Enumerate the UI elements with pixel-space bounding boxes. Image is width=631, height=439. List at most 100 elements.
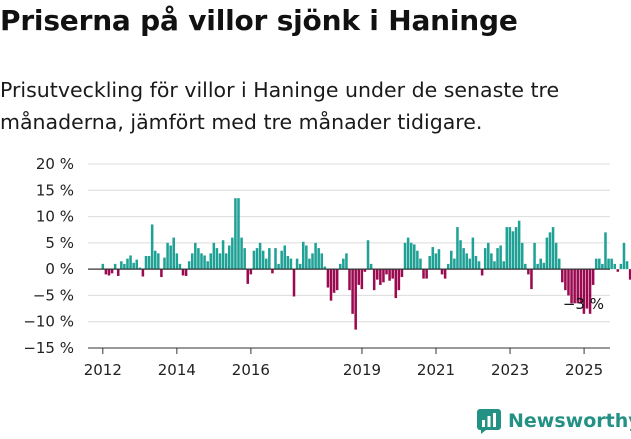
bar-negative: [397, 269, 401, 291]
bar-negative: [628, 269, 631, 280]
bar-positive: [163, 257, 166, 270]
bar-positive: [474, 256, 478, 270]
bar-negative: [579, 269, 583, 304]
bar-positive: [311, 253, 314, 270]
bar-positive: [342, 258, 345, 270]
y-tick-label: 10 %: [36, 208, 74, 226]
bar-positive: [551, 227, 555, 270]
bar-negative: [582, 269, 586, 314]
bar-positive: [153, 250, 157, 270]
bar-negative: [440, 269, 444, 275]
bar-negative: [425, 269, 428, 279]
bar-positive: [277, 263, 280, 270]
bar-negative: [354, 269, 357, 330]
bar-positive: [323, 266, 327, 270]
bar-positive: [234, 198, 237, 270]
bar-positive: [431, 247, 435, 270]
bar-positive: [625, 261, 629, 270]
bar-negative: [357, 269, 361, 285]
bar-positive: [607, 258, 610, 270]
newsworthy-logo-icon: [477, 409, 501, 434]
bar-positive: [243, 248, 246, 270]
bar-negative: [588, 269, 592, 314]
bar-positive: [434, 253, 438, 270]
bar-negative: [530, 269, 533, 290]
bar-positive: [302, 241, 305, 270]
bar-negative: [141, 269, 145, 277]
bar-negative: [391, 269, 394, 279]
bar-negative: [422, 269, 425, 279]
bar-positive: [101, 263, 105, 270]
bar-positive: [258, 242, 262, 270]
bar-negative: [385, 269, 388, 275]
bar-positive: [496, 248, 499, 270]
bar-positive: [150, 224, 154, 270]
bar-positive: [197, 248, 200, 270]
bar-positive: [255, 248, 259, 270]
bar-positive: [450, 250, 453, 270]
bar-positive: [218, 253, 222, 270]
bar-positive: [289, 258, 293, 270]
bar-positive: [366, 240, 370, 270]
bar-positive: [413, 244, 416, 270]
last-value-annotation: −3 %: [563, 295, 604, 313]
bar-positive: [403, 242, 407, 270]
bar-positive: [557, 258, 561, 270]
y-tick-label: −15 %: [23, 339, 74, 357]
y-tick-label: 0 %: [45, 260, 74, 278]
bar-negative: [360, 269, 364, 290]
y-tick-label: 15 %: [36, 181, 74, 199]
bar-positive: [619, 263, 623, 270]
bar-positive: [536, 263, 539, 270]
bar-positive: [594, 258, 598, 270]
bar-negative: [329, 269, 333, 301]
bar-positive: [237, 198, 240, 270]
bar-positive: [190, 253, 194, 270]
bar-positive: [305, 245, 308, 270]
bar-negative: [616, 269, 620, 272]
bar-negative: [570, 269, 573, 304]
bar-positive: [622, 242, 626, 270]
bar-negative: [443, 269, 447, 279]
bar-positive: [283, 245, 287, 270]
bar-positive: [446, 263, 450, 270]
x-tick-label: 2019: [343, 361, 381, 379]
bar-negative: [332, 269, 336, 293]
x-axis-labels: 2012 2014 2016 2019 2021 2023 2025: [84, 348, 603, 379]
bar-positive: [453, 258, 456, 270]
bar-positive: [317, 248, 320, 270]
chart-title: Priserna på villor sjönk i Haninge: [0, 4, 518, 37]
y-tick-label: 20 %: [36, 155, 74, 173]
bar-positive: [147, 256, 151, 270]
bar-positive: [471, 237, 475, 270]
bar-positive: [517, 220, 521, 270]
bar-positive: [416, 250, 419, 270]
bar-negative: [388, 269, 391, 281]
bar-positive: [465, 253, 468, 270]
y-tick-label: 5 %: [45, 234, 74, 252]
x-tick-label: 2016: [232, 361, 270, 379]
bar-positive: [240, 237, 243, 270]
bar-positive: [499, 245, 502, 270]
bar-positive: [320, 253, 324, 270]
bar-positive: [138, 267, 142, 270]
bar-positive: [483, 248, 487, 270]
bar-positive: [505, 227, 509, 270]
bar-positive: [126, 258, 129, 270]
x-tick-label: 2025: [565, 361, 603, 379]
bar-positive: [456, 227, 459, 270]
bar-chart: 20 %15 %10 %5 %0 %−5 %−10 %−15 % 2012 201…: [23, 155, 631, 379]
bar-positive: [200, 253, 203, 270]
bar-positive: [493, 261, 496, 270]
bar-positive: [298, 263, 302, 270]
bar-positive: [169, 245, 172, 270]
bar-positive: [545, 237, 549, 270]
bar-negative: [184, 269, 188, 276]
bar-negative: [382, 269, 385, 283]
bar-positive: [227, 245, 231, 270]
bar-positive: [490, 253, 493, 270]
bar-positive: [514, 227, 518, 270]
bar-negative: [376, 269, 379, 280]
bar-positive: [252, 250, 256, 270]
bar-negative: [363, 269, 367, 272]
